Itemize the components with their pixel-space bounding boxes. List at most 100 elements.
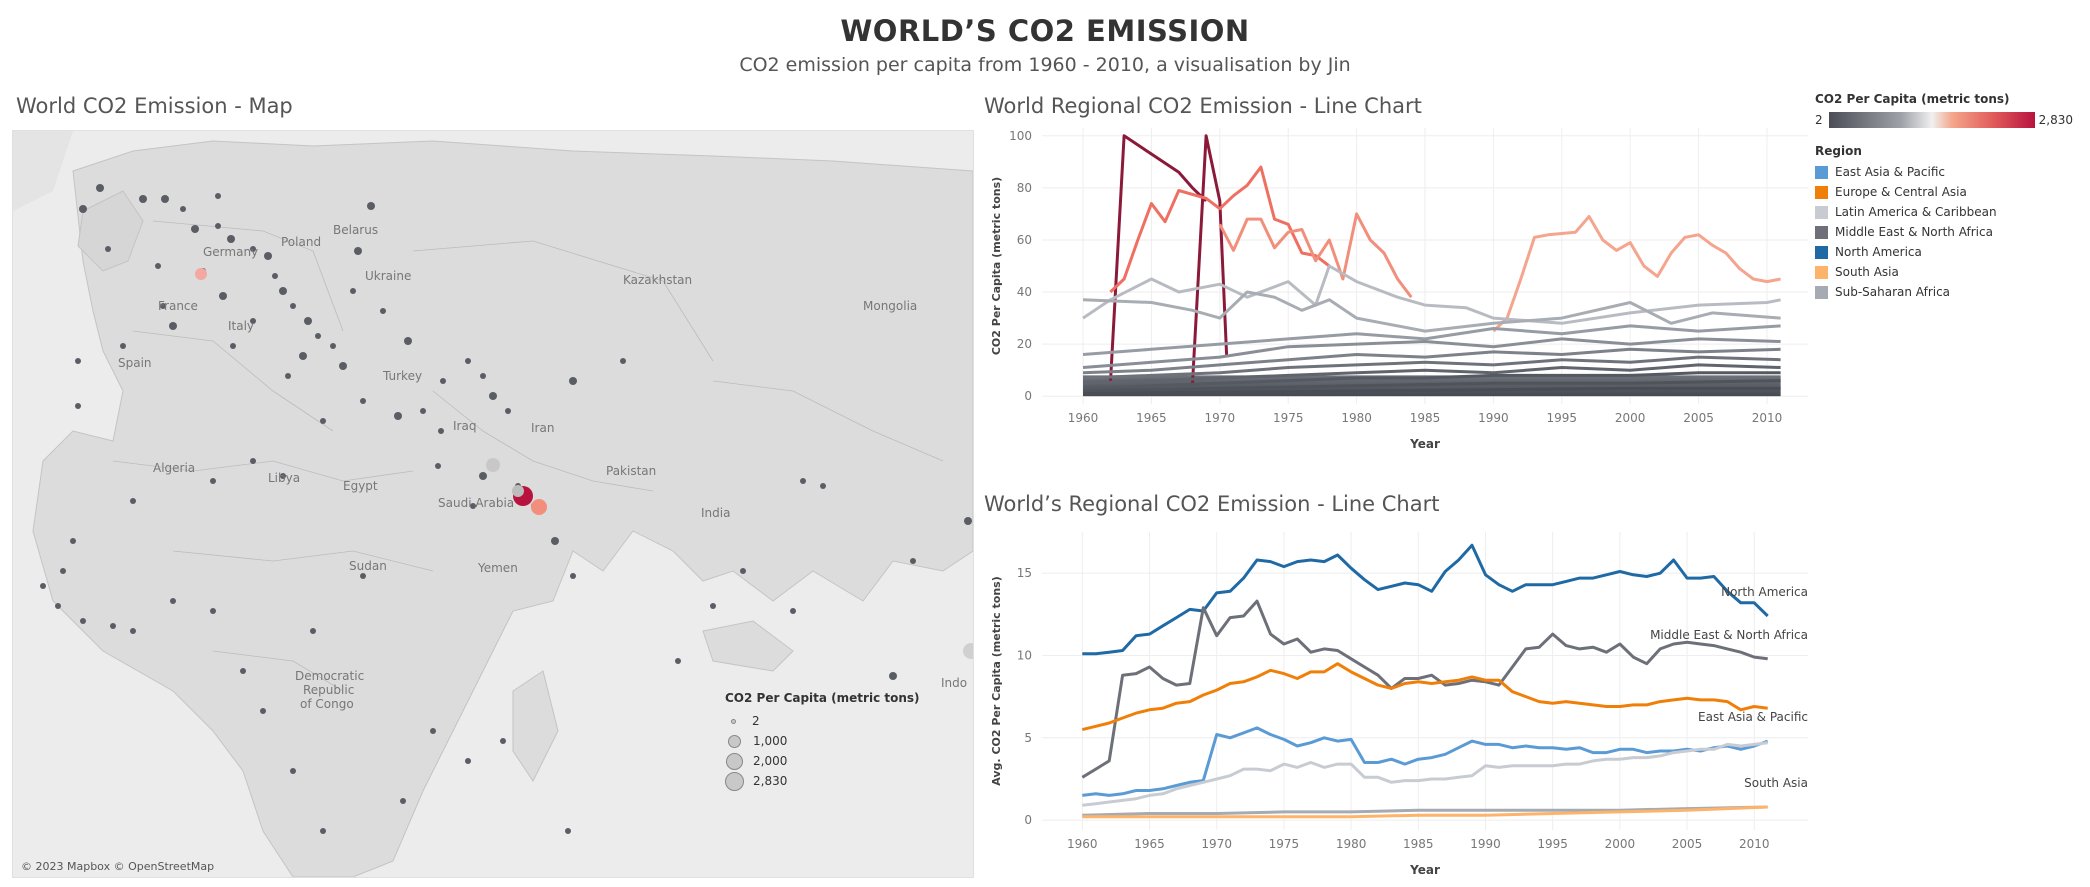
legend-item[interactable]: East Asia & Pacific — [1815, 162, 2073, 182]
dashboard-subtitle: CO2 emission per capita from 1960 - 2010… — [739, 54, 1351, 76]
y-tick-label: 0 — [1024, 813, 1032, 827]
map-label-india: India — [701, 506, 731, 520]
map-label-drc-1: Democratic — [295, 669, 365, 683]
color-legend-max: 2,830 — [2038, 113, 2073, 127]
x-tick-label: 1990 — [1478, 411, 1509, 425]
map-label-kazakhstan: Kazakhstan — [623, 273, 693, 287]
map-legend-item: 1,000 — [753, 734, 788, 748]
x-axis-title: Year — [1409, 863, 1440, 877]
color-legend-min: 2 — [1815, 113, 1823, 127]
legend-swatch — [1815, 225, 1828, 239]
map-label-drc-3: of Congo — [300, 697, 354, 711]
map-legend-item: 2,830 — [753, 774, 788, 788]
map-label-algeria: Algeria — [153, 461, 196, 475]
x-tick-label: 2010 — [1752, 411, 1783, 425]
series-end-label: Middle East & North Africa — [1650, 628, 1808, 642]
legend-item[interactable]: Latin America & Caribbean — [1815, 202, 2073, 222]
chart2-panel-title: World’s Regional CO2 Emission - Line Cha… — [984, 492, 1440, 516]
series-end-label: North America — [1721, 585, 1808, 599]
series-end-label: South Asia — [1744, 776, 1808, 790]
x-tick-label: 1985 — [1403, 837, 1434, 851]
legend-item[interactable]: Sub-Saharan Africa — [1815, 282, 2073, 302]
map-copyright[interactable]: © 2023 Mapbox © OpenStreetMap — [21, 860, 215, 873]
series-line[interactable] — [1082, 264, 1781, 325]
line-chart-regions[interactable]: 1960 1965 1970 1975 1980 1985 1990 1995 2000 2005… — [980, 518, 1810, 880]
series-line[interactable] — [1082, 324, 1781, 356]
x-tick-label: 1995 — [1537, 837, 1568, 851]
y-tick-label: 15 — [1017, 566, 1032, 580]
legend-item[interactable]: Europe & Central Asia — [1815, 182, 2073, 202]
series-line[interactable] — [1082, 290, 1781, 333]
x-tick-label: 1960 — [1067, 837, 1098, 851]
map-label-drc-2: Republic — [303, 683, 355, 697]
series-line[interactable] — [1082, 741, 1768, 807]
map-label-ukraine: Ukraine — [365, 269, 412, 283]
series-line[interactable] — [1082, 347, 1781, 375]
y-tick-label: 40 — [1017, 285, 1032, 299]
series-line[interactable] — [1108, 134, 1208, 384]
size-dot-xlarge — [725, 771, 744, 791]
series-line[interactable] — [1081, 599, 1768, 779]
map-label-iran: Iran — [531, 421, 555, 435]
x-tick-label: 1980 — [1336, 837, 1367, 851]
size-dot-small — [731, 718, 736, 724]
legend-label: Latin America & Caribbean — [1835, 205, 1997, 219]
series-line[interactable] — [1218, 212, 1413, 299]
world-map[interactable]: Germany Poland Belarus Ukraine Kazakhsta… — [12, 130, 974, 878]
map-panel-title: World CO2 Emission - Map — [16, 94, 293, 118]
y-tick-label: 60 — [1017, 233, 1032, 247]
color-legend-title: CO2 Per Capita (metric tons) — [1815, 92, 2010, 106]
legend-item[interactable]: South Asia — [1815, 262, 2073, 282]
legend-swatch — [1815, 205, 1828, 219]
y-axis-title: Avg. CO2 Per Capita (metric tons) — [990, 576, 1003, 785]
map-label-france: France — [158, 299, 198, 313]
series-line[interactable] — [1082, 805, 1768, 817]
region-legend-list: East Asia & Pacific Europe & Central Asia… — [1815, 162, 2073, 302]
y-tick-label: 80 — [1017, 181, 1032, 195]
map-label-turkey: Turkey — [383, 369, 423, 383]
series-line[interactable] — [1082, 543, 1769, 656]
map-legend-item: 2 — [752, 714, 760, 728]
x-tick-label: 1965 — [1136, 411, 1167, 425]
series-line[interactable] — [1492, 215, 1781, 333]
series-line[interactable] — [1082, 337, 1781, 369]
x-axis-title: Year — [1409, 437, 1440, 451]
map-label-indonesia: Indo — [941, 676, 968, 690]
y-tick-label: 20 — [1017, 337, 1032, 351]
y-tick-label: 0 — [1024, 389, 1032, 403]
legend-swatch — [1815, 265, 1828, 279]
x-tick-label: 1975 — [1273, 411, 1304, 425]
series-line[interactable] — [1109, 165, 1331, 294]
x-tick-label: 1960 — [1068, 411, 1099, 425]
series-line[interactable] — [1082, 363, 1781, 385]
map-label-mongolia: Mongolia — [863, 299, 918, 313]
legend-item[interactable]: Middle East & North Africa — [1815, 222, 2073, 242]
line-chart-countries[interactable]: 1960 1965 1970 1975 1980 1985 1990 1995 2000 2005… — [980, 118, 1810, 478]
y-tick-label: 5 — [1024, 731, 1032, 745]
series-line[interactable] — [1082, 805, 1768, 819]
x-tick-label: 2000 — [1605, 837, 1636, 851]
legend-swatch — [1815, 185, 1828, 199]
series-line[interactable] — [1082, 386, 1781, 396]
map-label-italy: Italy — [228, 319, 255, 333]
map-label-egypt: Egypt — [343, 479, 378, 493]
legend-item[interactable]: North America — [1815, 242, 2073, 262]
series-line[interactable] — [1082, 379, 1781, 393]
size-dot-large — [726, 752, 743, 770]
x-tick-label: 1985 — [1410, 411, 1441, 425]
series-line[interactable] — [1082, 355, 1781, 380]
legend-swatch — [1815, 245, 1828, 259]
dashboard-title: WORLD’S CO2 EMISSION — [840, 14, 1250, 48]
chart1-panel-title: World Regional CO2 Emission - Line Chart — [984, 94, 1422, 118]
x-tick-label: 1965 — [1134, 837, 1165, 851]
map-label-pakistan: Pakistan — [606, 464, 657, 478]
series-end-label: East Asia & Pacific — [1698, 710, 1808, 724]
map-label-poland: Poland — [281, 235, 322, 249]
map-label-germany: Germany — [203, 245, 259, 259]
x-tick-label: 1975 — [1269, 837, 1300, 851]
legend-swatch — [1815, 165, 1828, 179]
series-line[interactable] — [1191, 134, 1229, 384]
series-line[interactable] — [1082, 726, 1769, 797]
series-line[interactable] — [1081, 662, 1768, 732]
series-line[interactable] — [1082, 371, 1781, 390]
